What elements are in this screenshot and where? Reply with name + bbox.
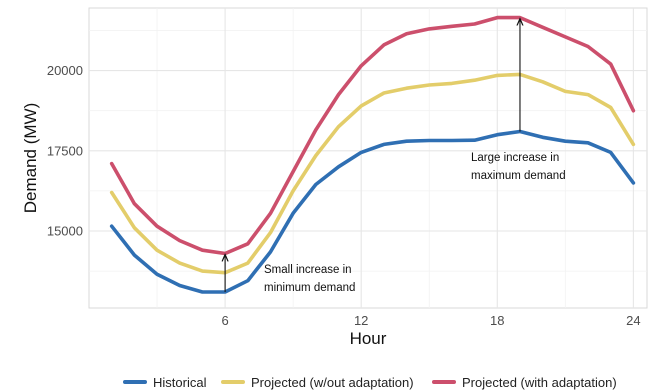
series-line-2 bbox=[109, 15, 636, 256]
y-tick-label: 17500 bbox=[47, 143, 83, 158]
y-tick-label: 15000 bbox=[47, 223, 83, 238]
series-line-1 bbox=[109, 72, 636, 275]
x-tick-label: 6 bbox=[221, 313, 228, 328]
y-tick-label: 20000 bbox=[47, 63, 83, 78]
legend: Historical Projected (w/out adaptation) Pr… bbox=[123, 375, 617, 390]
y-tick-labels: 15000 17500 20000 bbox=[47, 63, 83, 238]
series-layer bbox=[109, 15, 636, 294]
legend-label-1: Projected (w/out adaptation) bbox=[251, 375, 414, 390]
annotation-text-min-line-2: minimum demand bbox=[264, 282, 355, 294]
x-tick-label: 24 bbox=[626, 313, 640, 328]
plot-panel bbox=[88, 7, 648, 309]
x-tick-label: 12 bbox=[354, 313, 368, 328]
y-axis-title: Demand (MW) bbox=[21, 103, 40, 214]
x-tick-labels: 6 12 18 24 bbox=[221, 313, 640, 328]
series-line-0 bbox=[109, 129, 636, 294]
annotation-text-max-line-1: Large increase in bbox=[471, 152, 559, 164]
legend-label-2: Projected (with adaptation) bbox=[462, 375, 617, 390]
annotation-layer: Small increase in minimum demand Large inc… bbox=[225, 20, 566, 294]
annotation-text-min-line-1: Small increase in bbox=[264, 264, 352, 276]
legend-label-0: Historical bbox=[153, 375, 207, 390]
x-tick-label: 18 bbox=[490, 313, 504, 328]
x-axis-title: Hour bbox=[350, 329, 387, 348]
annotation-text-max-line-2: maximum demand bbox=[471, 170, 566, 182]
